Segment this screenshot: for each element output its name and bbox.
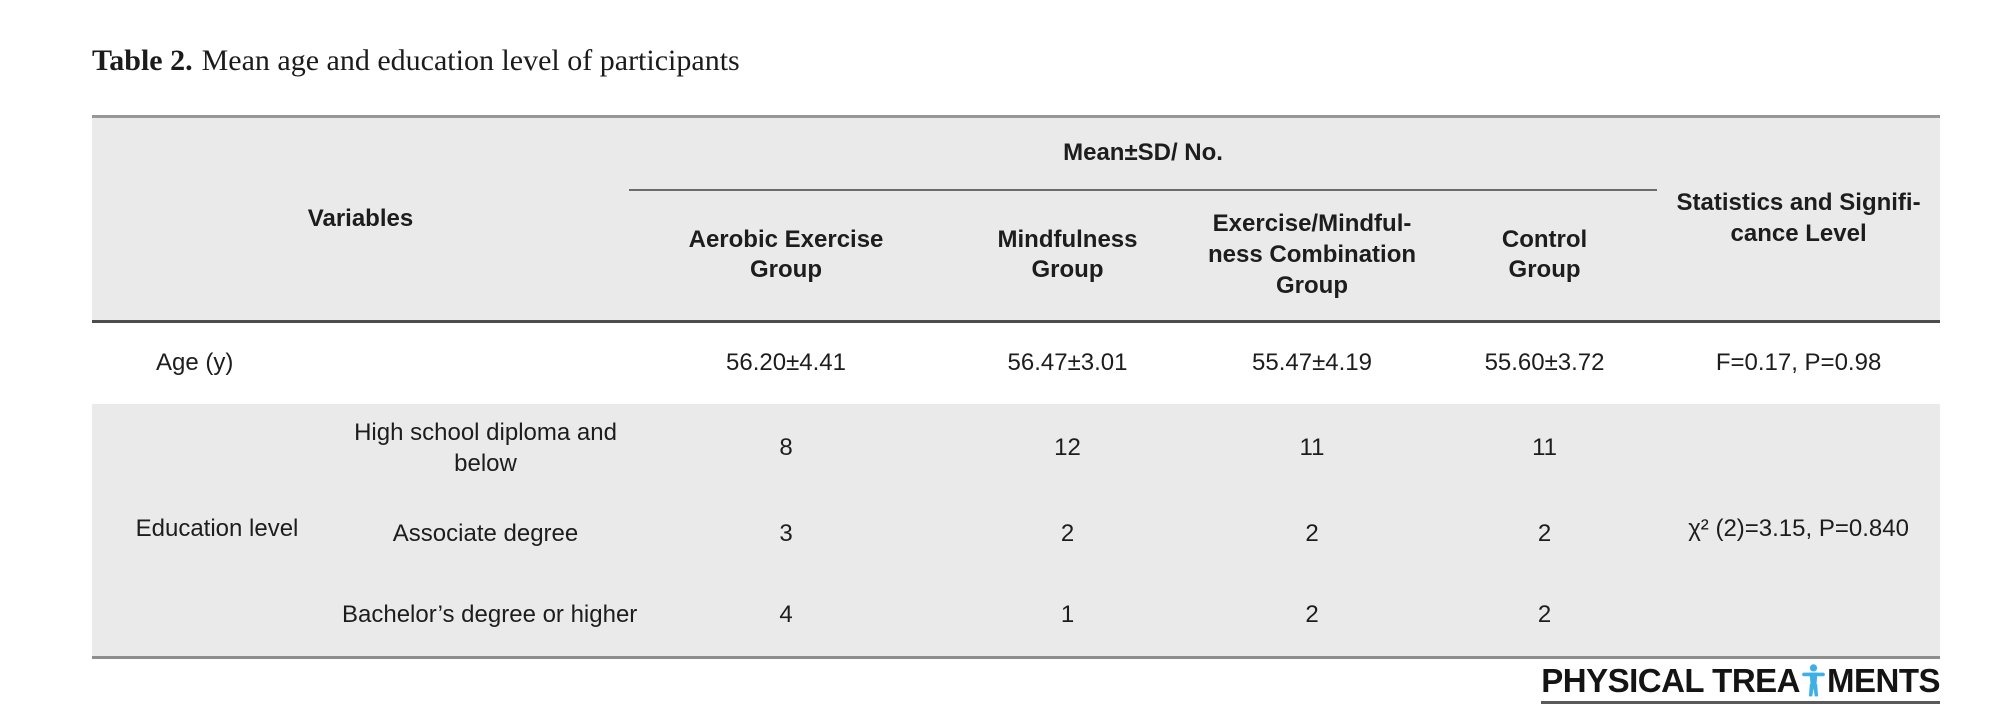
age-value-mindfulness: 56.47±3.01 xyxy=(943,320,1193,404)
journal-logo: PHYSICAL TREA MENTS xyxy=(1541,663,1941,704)
bachelor-value-combination: 2 xyxy=(1192,575,1433,658)
logo-text-left: PHYSICAL TREA xyxy=(1541,662,1800,699)
table-row-education-bachelor: Bachelor’s degree or higher 4 1 2 2 xyxy=(92,575,1940,658)
age-value-aerobic: 56.20±4.41 xyxy=(629,320,944,404)
age-value-combination: 55.47±4.19 xyxy=(1192,320,1433,404)
bachelor-value-control: 2 xyxy=(1432,575,1658,658)
highschool-value-combination: 11 xyxy=(1192,403,1433,494)
logo-text-right: MENTS xyxy=(1827,662,1941,699)
associate-value-control: 2 xyxy=(1432,493,1658,576)
age-value-control: 55.60±3.72 xyxy=(1432,320,1658,404)
participants-table: Variables Mean±SD/ No. Statistics and Si… xyxy=(92,115,1941,659)
table-row-age: Age (y) 56.20±4.41 56.47±3.01 55.47±4.19… xyxy=(92,320,1941,404)
table-caption-text: Mean age and education level of particip… xyxy=(201,44,740,77)
education-subrow-label-highschool: High school diploma and below xyxy=(342,403,630,494)
bachelor-value-mindfulness: 1 xyxy=(943,575,1193,658)
row-label-education: Education level xyxy=(92,403,342,658)
header-mean-sd: Mean±SD/ No. xyxy=(629,116,1658,191)
highschool-value-control: 11 xyxy=(1432,403,1658,494)
header-row-span: Variables Mean±SD/ No. Statistics and Si… xyxy=(92,116,1941,322)
header-row-groups: Aerobic Exercise Group Mindfulness Group… xyxy=(92,189,1940,322)
highschool-value-mindfulness: 12 xyxy=(943,403,1193,494)
row-label-age: Age (y) xyxy=(92,320,630,404)
header-group-mindfulness: Mindfulness Group xyxy=(943,189,1193,322)
highschool-value-aerobic: 8 xyxy=(629,403,944,494)
education-statistic: χ² (2)=3.15, P=0.840 xyxy=(1657,403,1941,658)
bachelor-value-aerobic: 4 xyxy=(629,575,944,658)
table-caption-number: Table 2. xyxy=(92,44,193,77)
header-statistics: Statistics and Signifi- cance Level xyxy=(1657,116,1941,322)
table-caption: Table 2. Mean age and education level of … xyxy=(92,44,740,78)
header-variables: Variables xyxy=(92,116,630,322)
age-statistic: F=0.17, P=0.98 xyxy=(1657,320,1941,404)
person-icon xyxy=(1802,663,1825,696)
associate-value-aerobic: 3 xyxy=(629,493,944,576)
associate-value-combination: 2 xyxy=(1192,493,1433,576)
education-subrow-label-bachelor: Bachelor’s degree or higher xyxy=(342,575,637,658)
header-group-control: Control Group xyxy=(1432,189,1658,322)
table-row-education-associate: Associate degree 3 2 2 2 xyxy=(92,493,1940,576)
journal-logo-text: PHYSICAL TREA MENTS xyxy=(1541,663,1940,699)
header-group-aerobic-exercise: Aerobic Exercise Group xyxy=(629,189,944,322)
education-subrow-label-associate: Associate degree xyxy=(342,493,630,576)
logo-underline xyxy=(1541,701,1940,704)
table-row-education-highschool: Education level High school diploma and … xyxy=(92,403,1941,658)
associate-value-mindfulness: 2 xyxy=(943,493,1193,576)
header-group-combination: Exercise/Mindful- ness Combination Group xyxy=(1192,189,1433,322)
